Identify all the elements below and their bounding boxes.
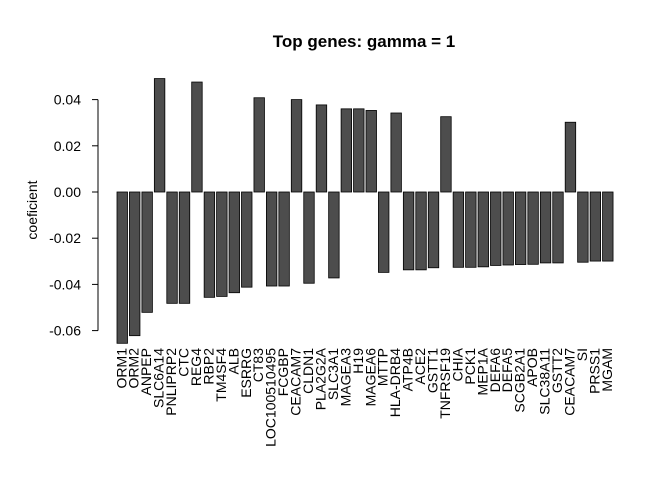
chart-title: Top genes: gamma = 1 [273,32,455,51]
x-tick-label: PRSS1 [586,348,602,394]
bar [427,191,440,269]
y-tick-label: -0.06 [49,323,81,339]
x-tick-label: ANPEP [138,348,154,395]
bar [552,191,564,264]
bar [253,97,265,193]
x-tick-label: MGAM [599,348,615,392]
bar [340,108,353,193]
bar [589,191,601,262]
bar [216,191,228,297]
bar [602,191,614,262]
bar [402,191,415,271]
x-tick-label: PLA2G2A [312,347,328,410]
x-tick-label: TNFRSF19 [437,348,453,419]
x-tick-label: TM4SF4 [213,348,229,402]
x-tick-label: MAGEA6 [362,348,378,407]
y-tick-label: 0.00 [54,184,81,200]
x-tick-label: DEFA6 [487,348,503,393]
bar [141,191,153,313]
y-tick-label: -0.04 [49,276,81,292]
x-tick-label: APOB [524,348,540,387]
x-tick-label: ATP4B [400,348,416,391]
x-tick-label: PNLIPRP2 [163,348,179,416]
y-axis-label: coeficient [24,180,40,239]
bar [365,110,377,193]
bar [153,78,166,193]
bar [415,191,427,271]
x-tick-label: FCGBP [275,348,291,396]
bar [191,81,203,193]
bar [241,191,253,288]
x-tick-label: CTC [176,348,192,377]
x-tick-label: ESRRG [238,348,254,398]
bar [452,191,465,268]
x-tick-label: GSTT1 [425,348,441,393]
x-tick-label: CHIA [449,347,465,381]
bar [328,191,340,279]
bar [527,191,539,265]
y-tick-label: 0.02 [54,138,81,154]
bars [116,78,614,344]
x-tick-label: LOC100510495 [263,348,279,447]
bar [378,191,390,273]
x-tick-label: GSTT2 [549,348,565,393]
x-tick-label: ORM1 [113,348,129,389]
x-tick-label: RBP2 [200,348,216,385]
y-tick-label: 0.04 [54,92,81,108]
x-tick-label: CEACAM7 [288,348,304,416]
bar [539,191,552,264]
bar [178,191,191,304]
bar [278,191,290,287]
x-tick-label: DEFA5 [499,348,515,393]
x-tick-label: SLC38A11 [537,348,553,415]
x-tick-label: CEACAM7 [561,348,577,416]
bar [515,191,527,265]
x-tick-label: PCK1 [462,348,478,385]
bar [490,191,502,266]
x-tick-label: ALB [225,348,241,374]
x-tick-label: MTTP [375,348,391,386]
bar [477,191,489,268]
x-tick-label: ORM2 [126,348,142,389]
x-tick-label: HLA-DRB4 [387,348,403,417]
y-tick-label: -0.02 [49,230,81,246]
bar [303,191,315,284]
bar [228,191,240,294]
x-tick-labels: ORM1ORM2ANPEPSLC6A14PNLIPRP2CTCREG4RBP2T… [113,347,615,447]
x-tick-label: SCGB2A1 [512,348,528,413]
bar [353,108,365,193]
bar [290,99,303,193]
x-tick-label: CT83 [250,348,266,382]
bar [203,191,216,298]
bar [502,191,514,266]
x-tick-label: CLDN1 [300,348,316,394]
bar [390,112,402,193]
bar [577,191,589,263]
bar [265,191,278,287]
bar [315,104,328,193]
bar [465,191,477,268]
bar [166,191,178,304]
bar [116,191,128,344]
x-tick-label: SLC6A14 [151,348,167,408]
bar [564,121,577,193]
y-axis: -0.06 -0.04 -0.02 0.00 0.02 0.04 [49,92,99,339]
bar [129,191,141,337]
bar [440,116,452,193]
x-tick-label: SI [574,348,590,361]
x-tick-label: MAGEA3 [337,348,353,407]
x-tick-label: MEP1A [474,347,490,395]
x-tick-label: ACE2 [412,348,428,385]
x-tick-label: SLC3A1 [325,348,341,400]
x-tick-label: REG4 [188,348,204,386]
x-tick-label: H19 [350,348,366,374]
